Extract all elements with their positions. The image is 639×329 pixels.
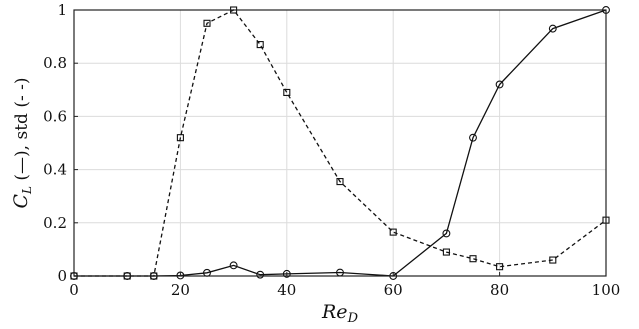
y-tick-label: 0.8: [43, 54, 67, 72]
y-axis-label-main: C: [10, 194, 32, 209]
y-tick-label: 0: [57, 267, 67, 285]
series-1-point: [282, 269, 291, 278]
series-line-2: [74, 9, 607, 277]
series-1-point: [442, 229, 451, 238]
series-1-point: [548, 24, 557, 33]
series-2-point: [549, 256, 557, 264]
y-tick-label: 0.6: [43, 107, 67, 125]
x-axis-label: ReD: [321, 301, 359, 326]
series-1-point: [495, 80, 504, 89]
series-2-point: [336, 178, 344, 186]
series-2-point: [283, 88, 291, 97]
y-tick-label: 0.4: [43, 161, 67, 179]
series-layer: [70, 6, 610, 280]
series-1-point: [256, 270, 265, 279]
y-axis-label: CL (—), std (- -): [10, 78, 34, 209]
series-2-point: [469, 255, 477, 263]
x-tick-label: 80: [490, 281, 509, 299]
plot-frame: [73, 9, 607, 277]
x-axis-label-sub: D: [347, 311, 359, 326]
x-tick-label: 40: [277, 281, 296, 299]
series-2-point: [496, 263, 504, 271]
x-tick-label: 100: [592, 281, 621, 299]
series-2-point: [176, 134, 184, 142]
series-2-point: [203, 19, 211, 27]
grid: [74, 10, 606, 276]
series-1-point: [469, 133, 477, 142]
y-tick-label: 0.2: [43, 214, 67, 232]
series-2-point: [256, 41, 264, 49]
series-line-1: [74, 9, 607, 277]
series-2-point: [442, 248, 450, 256]
series-2-point: [389, 228, 397, 236]
y-tick-label: 1: [57, 1, 67, 19]
ticks: 0 20 40 60 80 100 0 0.2 0.4 0.6 0.8 1: [43, 1, 620, 299]
y-axis-label-rest: (—), std (- -): [12, 78, 32, 186]
x-axis-label-main: Re: [321, 301, 348, 323]
x-tick-label: 20: [171, 281, 190, 299]
x-tick-label: 60: [384, 281, 403, 299]
y-axis-label-sub: L: [20, 186, 34, 195]
series-1-point: [229, 261, 238, 270]
x-tick-label: 0: [69, 281, 79, 299]
